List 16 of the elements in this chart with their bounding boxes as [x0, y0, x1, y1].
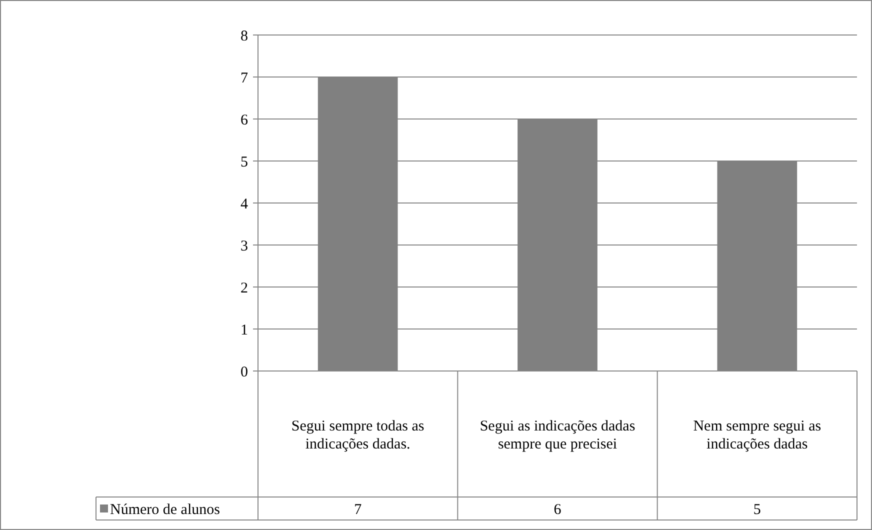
y-tick-label: 2 — [240, 280, 248, 296]
y-tick-label: 7 — [240, 70, 248, 86]
x-tick-label: Nem sempre segui as indicações dadas — [693, 418, 822, 452]
x-tick-label: Segui as indicações dadas sempre que precisei — [480, 418, 636, 452]
y-tick-label: 0 — [240, 364, 248, 380]
data-label: 5 — [753, 502, 761, 518]
y-tick-label: 8 — [240, 28, 248, 44]
y-tick-label: 4 — [240, 196, 248, 212]
legend-label: Número de alunos — [110, 502, 220, 518]
y-tick-label: 1 — [240, 322, 248, 338]
data-label: 7 — [354, 502, 362, 518]
y-tick-label: 3 — [240, 238, 248, 254]
x-tick-label: Segui sempre todas as indicações dadas. — [291, 418, 424, 452]
y-tick-label: 6 — [240, 112, 248, 128]
data-label: 6 — [554, 502, 562, 518]
y-tick-label: 5 — [240, 154, 248, 170]
